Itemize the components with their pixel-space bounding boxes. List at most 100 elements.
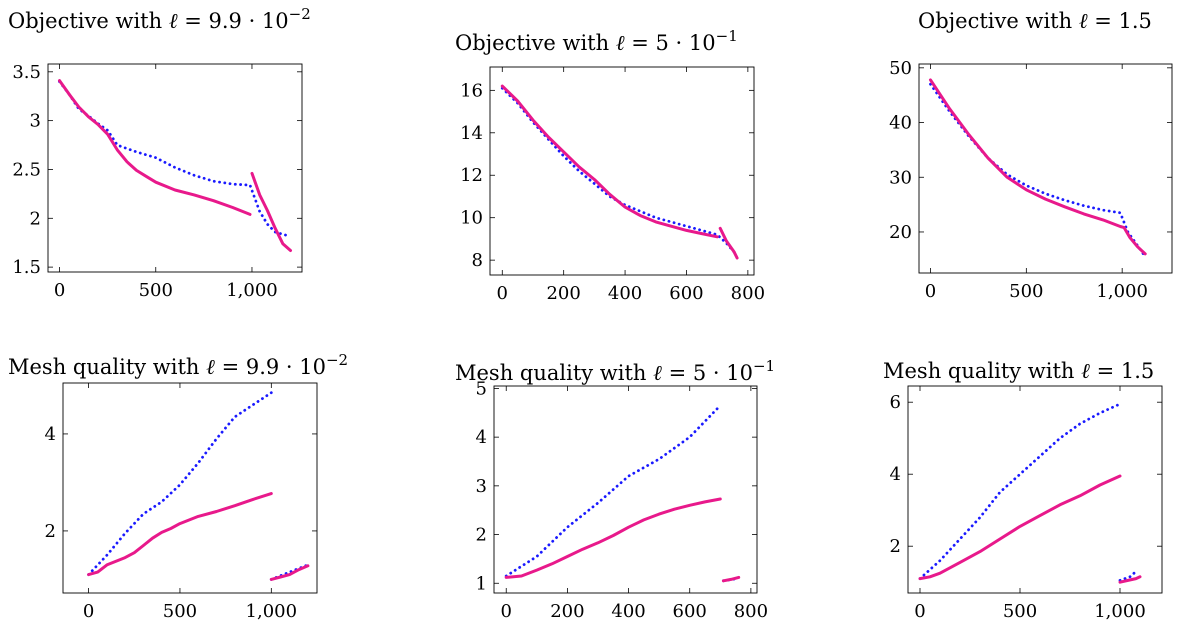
x-tick-label: 800: [731, 283, 765, 304]
y-tick-label: 8: [472, 250, 483, 271]
series-line-dotted: [929, 82, 1147, 258]
series-line-solid: [269, 564, 310, 581]
y-tick-label: 1: [476, 573, 487, 594]
x-tick-label: 400: [608, 283, 642, 304]
series-line-dotted: [58, 80, 290, 238]
y-tick-label: 2: [890, 536, 901, 557]
plot-frame: [493, 385, 758, 594]
x-tick-label: 0: [497, 283, 508, 304]
x-tick-label: 0: [83, 601, 94, 622]
y-tick-label: 16: [460, 80, 483, 101]
y-tick-label: 4: [45, 424, 56, 445]
series-line-solid: [721, 575, 741, 583]
chart-5: Mesh quality with ℓ = 5 · 10−1 0 200 400 600…: [455, 357, 775, 622]
plot-frame: [489, 66, 755, 276]
x-tick-label: 600: [673, 601, 707, 622]
chart-title: Objective with ℓ = 9.9 · 10−2: [8, 5, 311, 33]
title-exponent: −1: [753, 357, 775, 375]
series-line-solid: [918, 474, 1122, 581]
series-line-dotted: [1118, 570, 1138, 582]
title-variable: ℓ: [206, 355, 215, 379]
y-tick-label: 20: [889, 222, 912, 243]
title-prefix: Mesh quality with: [455, 361, 653, 385]
series-line-solid: [718, 226, 739, 260]
y-tick-label: 6: [890, 392, 901, 413]
y-tick-label: 5: [476, 378, 487, 399]
x-tick-label: 1,000: [226, 280, 278, 301]
chart-title: Objective with ℓ = 1.5: [918, 9, 1152, 33]
y-tick-label: 3.5: [12, 62, 41, 83]
title-prefix: Objective with: [455, 31, 616, 55]
chart-2: Objective with ℓ = 5 · 10−1 0 200 400 600 800…: [455, 27, 765, 304]
title-prefix: Mesh quality with: [8, 355, 206, 379]
x-tick-label: 800: [734, 601, 768, 622]
y-tick-label: 50: [889, 58, 912, 79]
title-value: = 5 · 10: [662, 361, 753, 385]
series-line-solid: [58, 79, 252, 216]
title-value: = 9.9 · 10: [178, 9, 289, 33]
y-tick-label: 40: [889, 113, 912, 134]
title-exponent: −2: [326, 351, 348, 369]
title-variable: ℓ: [1081, 359, 1090, 383]
title-value: = 1.5: [1088, 9, 1152, 33]
title-exponent: −2: [289, 5, 311, 23]
chart-title: Mesh quality with ℓ = 1.5: [883, 359, 1154, 383]
title-prefix: Objective with: [918, 9, 1079, 33]
series-line-solid: [87, 492, 273, 577]
chart-4: Mesh quality with ℓ = 9.9 · 10−2 0 500 1,00…: [8, 351, 348, 622]
chart-title: Mesh quality with ℓ = 9.9 · 10−2: [8, 351, 348, 379]
title-value: = 5 · 10: [625, 31, 716, 55]
title-prefix: Objective with: [8, 9, 169, 33]
x-tick-label: 500: [1003, 601, 1037, 622]
y-tick-label: 4: [890, 464, 901, 485]
title-value: = 1.5: [1090, 359, 1154, 383]
x-tick-label: 200: [550, 601, 584, 622]
y-tick-label: 14: [460, 123, 483, 144]
series-line-dotted: [918, 402, 1122, 580]
x-tick-label: 500: [1009, 281, 1043, 302]
x-tick-label: 1,000: [1096, 281, 1148, 302]
series-line-solid: [500, 84, 719, 239]
y-tick-label: 3: [30, 111, 41, 132]
chart-6: Mesh quality with ℓ = 1.5 0 500 1,000 2 4 6: [883, 359, 1163, 622]
title-exponent: −1: [716, 27, 738, 45]
x-tick-label: 0: [925, 281, 936, 302]
plot-frame: [62, 382, 318, 594]
x-tick-label: 600: [669, 283, 703, 304]
y-tick-label: 30: [889, 167, 912, 188]
y-tick-label: 2: [45, 521, 56, 542]
y-tick-label: 10: [460, 208, 483, 229]
title-prefix: Mesh quality with: [883, 359, 1081, 383]
chart-3: Objective with ℓ = 1.5 0 500 1,000 20 30 40 50: [889, 9, 1173, 302]
x-tick-label: 200: [546, 283, 580, 304]
series-line-dotted: [87, 391, 273, 576]
series-line-solid: [250, 171, 292, 252]
y-tick-label: 3: [476, 476, 487, 497]
chart-title: Objective with ℓ = 5 · 10−1: [455, 27, 738, 55]
series-line-dotted: [504, 404, 722, 578]
y-tick-label: 2.5: [12, 159, 41, 180]
plot-frame: [47, 63, 303, 273]
x-tick-label: 0: [914, 601, 925, 622]
title-variable: ℓ: [169, 9, 178, 33]
x-tick-label: 1,000: [1094, 601, 1146, 622]
series-line-solid: [504, 497, 722, 579]
title-variable: ℓ: [616, 31, 625, 55]
plot-frame: [918, 63, 1173, 274]
chart-title: Mesh quality with ℓ = 5 · 10−1: [455, 357, 775, 385]
y-tick-label: 1.5: [12, 257, 41, 278]
y-tick-label: 12: [460, 165, 483, 186]
x-tick-label: 400: [611, 601, 645, 622]
series-line-solid: [929, 78, 1147, 256]
series-line-dotted: [500, 86, 737, 256]
title-variable: ℓ: [653, 361, 662, 385]
y-tick-label: 4: [476, 427, 487, 448]
title-variable: ℓ: [1079, 9, 1088, 33]
x-tick-label: 500: [163, 601, 197, 622]
chart-1: Objective with ℓ = 9.9 · 10−2 0 500 1,000 1.…: [8, 5, 311, 301]
x-tick-label: 500: [139, 280, 173, 301]
y-tick-label: 2: [476, 525, 487, 546]
x-tick-label: 0: [501, 601, 512, 622]
title-value: = 9.9 · 10: [215, 355, 326, 379]
